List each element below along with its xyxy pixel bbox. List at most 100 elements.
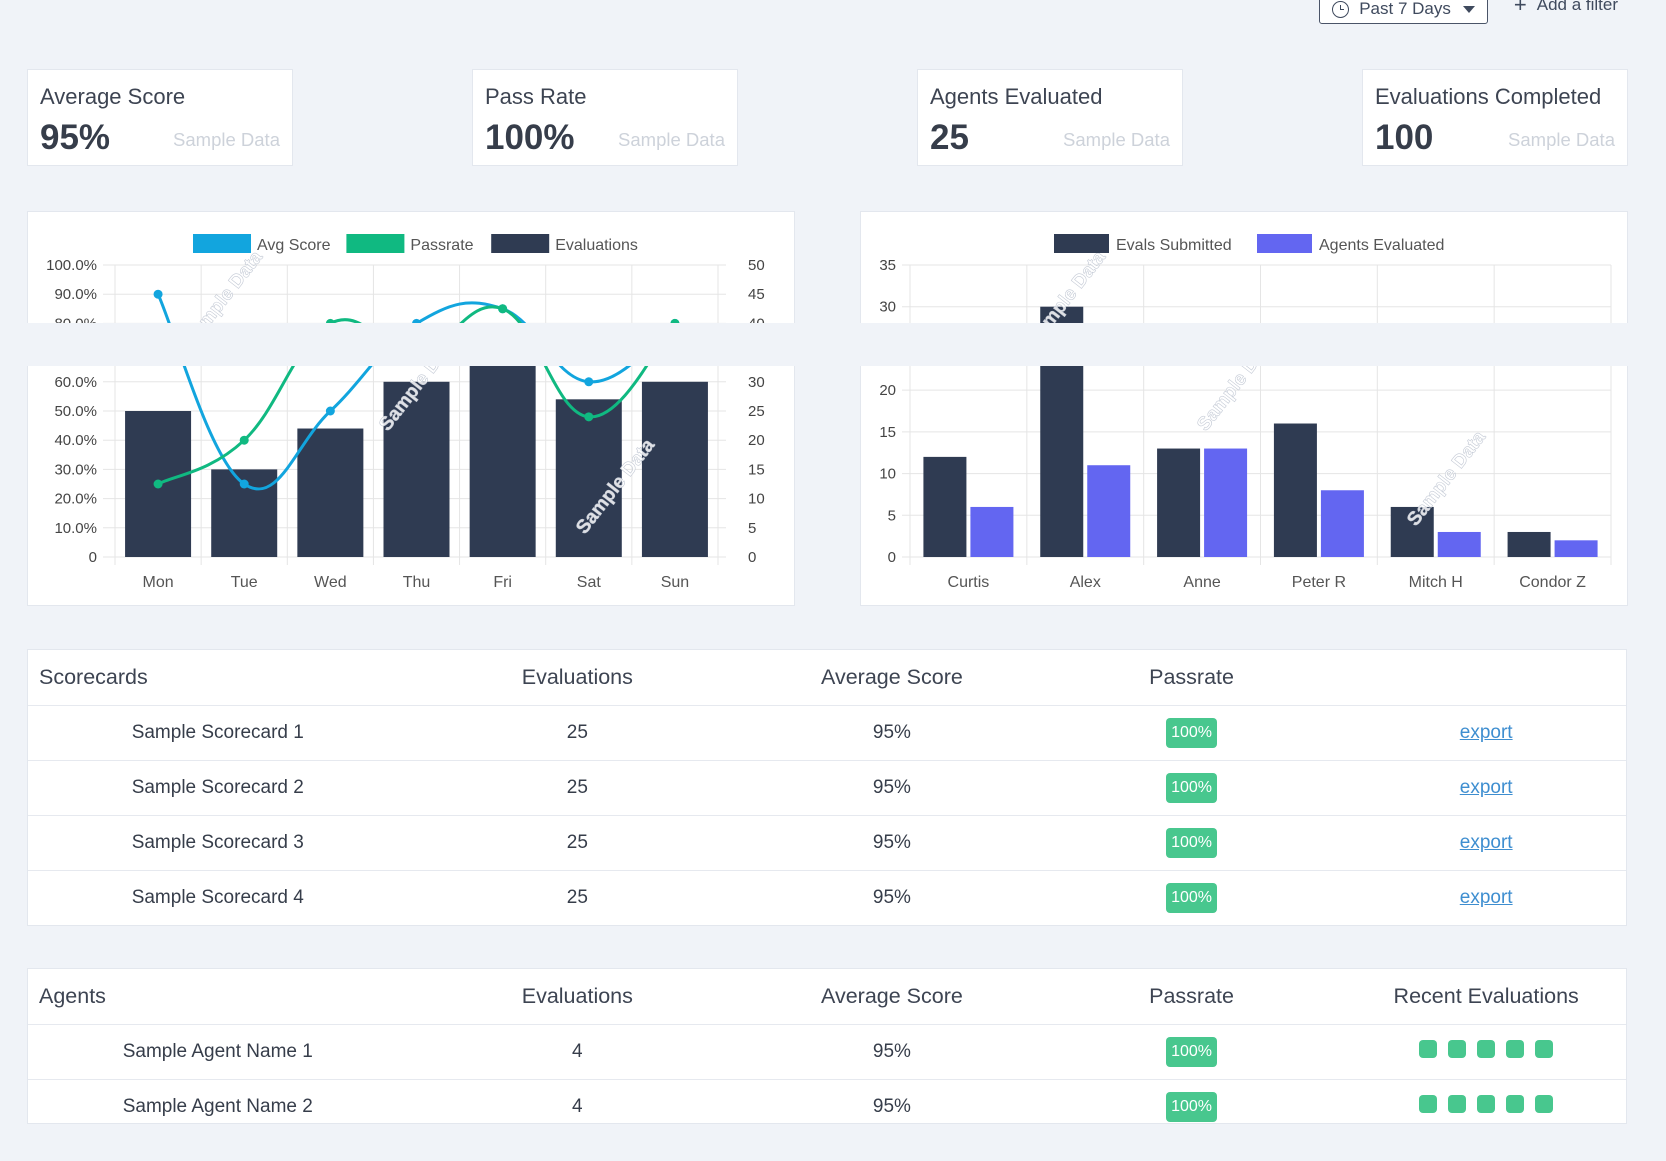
recent-evaluations-cell [1346, 1040, 1626, 1064]
bar-evals-submitted [1390, 506, 1434, 557]
bar-agents-evaluated [1320, 490, 1364, 557]
legend-label: Evals Submitted [1116, 237, 1232, 254]
passrate-badge: 100% [1166, 1037, 1218, 1067]
recent-evaluation-indicator[interactable] [1477, 1095, 1496, 1113]
sample-data-note: Sample Data [618, 129, 725, 150]
y-right-tick-label: 10 [748, 491, 765, 508]
passrate-badge: 100% [1166, 828, 1218, 858]
agents-table: Agents Evaluations Average Score Passrat… [27, 968, 1627, 1124]
column-header: Evaluations [521, 984, 633, 1008]
legend-swatch [491, 234, 550, 253]
y-right-tick-label: 25 [748, 403, 765, 420]
export-link[interactable]: export [1459, 887, 1513, 908]
y-tick-label: 15 [879, 424, 896, 441]
recent-evaluation-indicator[interactable] [1419, 1095, 1438, 1113]
legend-label: Evaluations [555, 237, 638, 254]
table-row: Sample Scorecard 3 25 95% 100% export [28, 815, 1626, 870]
y-tick-label: 20 [879, 382, 896, 399]
bar-evaluations [297, 428, 364, 557]
passrate-cell: 100% [1037, 718, 1347, 748]
export-link[interactable]: export [1459, 832, 1513, 853]
scorecards-table: Scorecards Evaluations Average Score Pas… [27, 649, 1627, 926]
recent-evaluation-indicator[interactable] [1448, 1040, 1467, 1058]
export-link[interactable]: export [1459, 722, 1513, 743]
export-link[interactable]: export [1459, 777, 1513, 798]
evaluations-cell: 25 [566, 832, 588, 853]
recent-evaluation-indicator[interactable] [1419, 1040, 1438, 1058]
passrate-badge: 100% [1166, 718, 1218, 748]
passrate-badge: 100% [1166, 1092, 1218, 1122]
y-tick-label: 0 [888, 549, 896, 566]
passrate-cell: 100% [1037, 1037, 1347, 1067]
point-passrate [153, 479, 163, 489]
passrate-cell: 100% [1037, 1092, 1347, 1122]
y-left-tick-label: 90.0% [54, 286, 97, 303]
legend-swatch [193, 234, 251, 253]
column-header: Agents [39, 984, 106, 1008]
caret-down-icon [1462, 5, 1475, 13]
recent-evaluation-indicator[interactable] [1448, 1095, 1467, 1113]
recent-evaluation-indicator[interactable] [1506, 1040, 1525, 1058]
y-right-tick-label: 0 [748, 549, 756, 566]
x-tick-label: Peter R [1292, 574, 1346, 591]
stat-card-average-score: Average Score 95% Sample Data [27, 69, 293, 166]
daily-trend-chart: 010.0%20.0%30.0%40.0%50.0%60.0%70.0%80.0… [46, 234, 765, 591]
add-filter-label: Add a filter [1536, 0, 1618, 14]
bar-evals-submitted [1273, 423, 1317, 557]
column-header: Scorecards [39, 665, 148, 689]
agent-evals-chart: 05101520253035CurtisAlexAnnePeter RMitch… [879, 234, 1612, 591]
evaluations-cell: 4 [572, 1041, 583, 1062]
evaluations-cell: 25 [566, 887, 588, 908]
y-tick-label: 30 [879, 299, 896, 316]
table-row: Sample Scorecard 2 25 95% 100% export [28, 760, 1626, 815]
recent-evaluation-indicator[interactable] [1506, 1095, 1525, 1113]
passrate-badge: 100% [1166, 773, 1218, 803]
x-tick-label: Alex [1070, 574, 1101, 591]
evaluations-cell: 25 [566, 722, 588, 743]
stat-label: Pass Rate [485, 84, 587, 109]
legend-label: Avg Score [257, 237, 331, 254]
legend-swatch [346, 234, 405, 253]
stat-card-pass-rate: Pass Rate 100% Sample Data [472, 69, 738, 166]
bar-agents-evaluated [1554, 540, 1598, 557]
y-right-tick-label: 45 [748, 286, 765, 303]
table-header: Scorecards Evaluations Average Score Pas… [28, 650, 1626, 705]
add-filter-button[interactable]: + Add a filter [1514, 0, 1618, 16]
recent-evaluation-indicator[interactable] [1535, 1040, 1554, 1058]
average-score-cell: 95% [872, 777, 911, 798]
table-row: Sample Scorecard 4 25 95% 100% export [28, 870, 1626, 925]
legend-swatch [1257, 234, 1312, 253]
average-score-cell: 95% [872, 832, 911, 853]
clock-icon [1332, 0, 1350, 18]
y-right-tick-label: 20 [748, 432, 765, 449]
stat-value: 100 [1375, 118, 1434, 157]
recent-evaluations-cell [1346, 1095, 1626, 1119]
screenshot-tear-band [0, 323, 1666, 366]
bar-agents-evaluated [970, 506, 1014, 557]
column-header: Average Score [821, 984, 963, 1008]
evaluations-cell: 4 [572, 1096, 583, 1117]
bar-evaluations [555, 399, 622, 557]
recent-evaluation-indicator[interactable] [1535, 1095, 1554, 1113]
date-range-label: Past 7 Days [1359, 0, 1451, 18]
stat-card-agents-evaluated: Agents Evaluated 25 Sample Data [917, 69, 1183, 166]
bar-agents-evaluated [1087, 465, 1131, 557]
table-row: Sample Agent Name 1 4 95% 100% [28, 1024, 1626, 1079]
y-tick-label: 5 [888, 507, 896, 524]
date-range-dropdown[interactable]: Past 7 Days [1319, 0, 1488, 24]
x-tick-label: Sun [661, 574, 689, 591]
bar-agents-evaluated [1437, 531, 1481, 557]
column-header: Passrate [1149, 665, 1234, 689]
scorecard-name: Sample Scorecard 3 [131, 832, 304, 853]
y-left-tick-label: 10.0% [54, 520, 97, 537]
y-left-tick-label: 50.0% [54, 403, 97, 420]
bar-evaluations [641, 381, 708, 557]
stat-value: 100% [485, 118, 575, 157]
average-score-cell: 95% [872, 1041, 911, 1062]
passrate-cell: 100% [1037, 883, 1347, 913]
column-header: Passrate [1149, 984, 1234, 1008]
bar-evals-submitted [1507, 531, 1551, 557]
bar-evaluations [383, 381, 450, 557]
recent-evaluation-indicator[interactable] [1477, 1040, 1496, 1058]
stat-card-evaluations-completed: Evaluations Completed 100 Sample Data [1362, 69, 1628, 166]
